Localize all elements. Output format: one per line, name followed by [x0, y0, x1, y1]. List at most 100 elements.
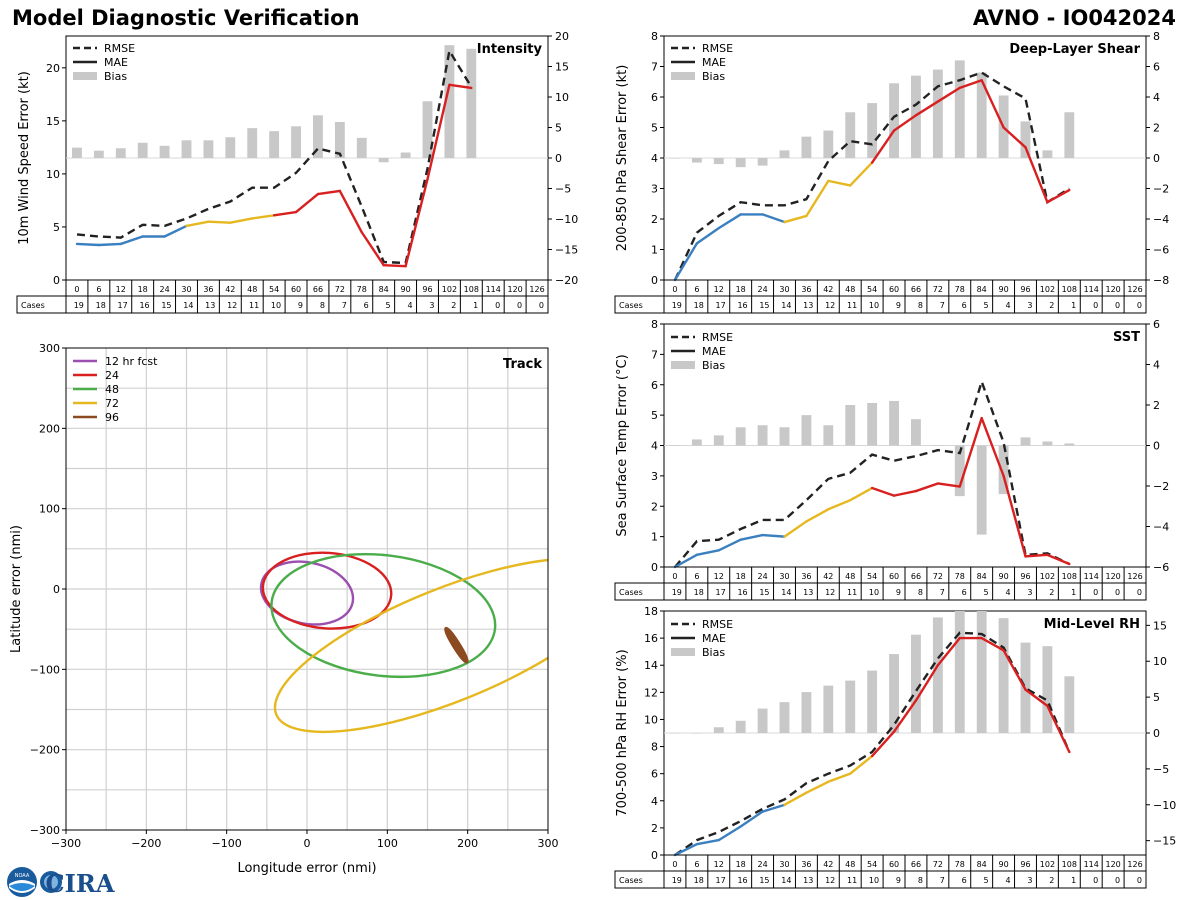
deep-layer-shear-mae-segment — [980, 79, 1005, 129]
mid-level-rh-legend-bias: Bias — [702, 646, 725, 659]
intensity-hour-label: 126 — [529, 285, 544, 294]
deep-layer-shear-hour-label: 108 — [1062, 285, 1077, 294]
intensity-y2tick-label: 5 — [555, 122, 562, 135]
mid-level-rh-hour-label: 102 — [1040, 860, 1055, 869]
deep-layer-shear-case-count: 9 — [896, 301, 901, 310]
intensity-case-count: 1 — [473, 301, 478, 310]
deep-layer-shear-ytick-label: 4 — [651, 152, 658, 165]
mid-level-rh-hour-label: 90 — [998, 860, 1008, 869]
sst-ytick-label: 1 — [651, 531, 658, 544]
sst-y2tick-label: 6 — [1153, 318, 1160, 331]
sst-case-count: 15 — [759, 588, 769, 597]
deep-layer-shear-hour-label: 120 — [1105, 285, 1120, 294]
deep-layer-shear-bias-bar — [691, 158, 702, 163]
sst-mae-segment — [673, 553, 699, 569]
sst-mae-segment — [936, 482, 961, 488]
deep-layer-shear-case-count: 5 — [984, 301, 989, 310]
intensity-case-count: 16 — [139, 301, 149, 310]
intensity-ytick-label: 10 — [46, 168, 60, 181]
intensity-ytick-label: 5 — [53, 221, 60, 234]
intensity-case-count: 8 — [320, 301, 325, 310]
intensity-hour-label: 48 — [247, 285, 257, 294]
sst-case-count: 7 — [940, 588, 945, 597]
sst-bias-bar — [1020, 437, 1031, 446]
intensity-bias-bar — [269, 131, 280, 158]
deep-layer-shear-bias-bar — [1020, 121, 1031, 158]
mid-level-rh-case-count: 9 — [896, 876, 901, 885]
mid-level-rh-hour-label: 6 — [694, 860, 699, 869]
deep-layer-shear-ytick-label: 2 — [651, 213, 658, 226]
intensity-hour-label: 6 — [96, 285, 101, 294]
mid-level-rh-hour-label: 0 — [672, 860, 677, 869]
intensity-case-count: 2 — [451, 301, 456, 310]
deep-layer-shear-hour-label: 126 — [1127, 285, 1142, 294]
mid-level-rh-mae-segment — [892, 699, 918, 733]
intensity-ytick-label: 15 — [46, 115, 60, 128]
mid-level-rh-bias-bar — [845, 680, 856, 733]
sst-bias-bar — [998, 445, 1009, 495]
sst-hour-label: 108 — [1062, 572, 1077, 581]
mid-level-rh-case-count: 19 — [672, 876, 682, 885]
intensity-bias-bar — [356, 137, 367, 158]
mid-level-rh-case-count: 4 — [1005, 876, 1010, 885]
mid-level-rh-bias-bar — [911, 634, 921, 733]
deep-layer-shear-y2tick-label: 8 — [1153, 30, 1160, 43]
track-xtick-label: 100 — [377, 837, 398, 850]
intensity-mae-segment — [119, 235, 144, 246]
mid-level-rh-ytick-label: 4 — [651, 795, 658, 808]
sst-hour-label: 12 — [714, 572, 724, 581]
mid-level-rh-case-count: 16 — [737, 876, 747, 885]
sst-case-count: 0 — [1093, 588, 1098, 597]
mid-level-rh-hour-label: 72 — [933, 860, 943, 869]
intensity-mae-segment — [448, 83, 473, 90]
sst-hour-label: 72 — [933, 572, 943, 581]
mid-level-rh-mae-segment — [1024, 688, 1049, 708]
sst-mae-segment — [805, 508, 830, 523]
sst-ytick-label: 7 — [651, 348, 658, 361]
deep-layer-shear-bias-bar — [889, 83, 899, 158]
mid-level-rh-bias-bar — [801, 692, 812, 733]
deep-layer-shear-case-count: 0 — [1137, 301, 1142, 310]
track-legend-label: 72 — [105, 397, 119, 410]
mid-level-rh-mae-segment — [717, 825, 742, 842]
intensity-case-count: 5 — [386, 301, 391, 310]
intensity-case-count: 15 — [161, 301, 171, 310]
sst-bias-bar — [889, 400, 899, 446]
deep-layer-shear-hour-label: 66 — [911, 285, 921, 294]
sst-mae-segment — [1024, 553, 1049, 558]
intensity-y2tick-label: −15 — [555, 244, 578, 257]
sst-case-count: 11 — [847, 588, 857, 597]
sst-y2tick-label: −2 — [1153, 480, 1169, 493]
intensity-hour-label: 90 — [400, 285, 410, 294]
intensity-mae-segment — [294, 192, 320, 214]
sst-case-count: 4 — [1005, 588, 1010, 597]
intensity-bias-bar — [115, 148, 126, 158]
sst-bias-bar — [823, 425, 834, 446]
intensity-bias-bar — [378, 158, 389, 163]
sst-hour-label: 114 — [1084, 572, 1099, 581]
mid-level-rh-hour-label: 36 — [801, 860, 811, 869]
deep-layer-shear-case-count: 13 — [803, 301, 813, 310]
deep-layer-shear-mae-segment — [673, 242, 699, 282]
mid-level-rh-hour-label: 60 — [889, 860, 899, 869]
deep-layer-shear-mae-segment — [1002, 126, 1027, 149]
mid-level-rh-hour-label: 126 — [1127, 860, 1142, 869]
deep-layer-shear-hour-label: 60 — [889, 285, 899, 294]
sst-bias-bar — [911, 419, 921, 446]
deep-layer-shear-case-count: 18 — [694, 301, 704, 310]
track-xtick-label: −200 — [131, 837, 161, 850]
mid-level-rh-bias-bar — [757, 708, 768, 733]
intensity-hour-label: 12 — [116, 285, 126, 294]
deep-layer-shear-case-count: 4 — [1005, 301, 1010, 310]
deep-layer-shear-ytick-label: 6 — [651, 91, 658, 104]
sst-hour-label: 102 — [1040, 572, 1055, 581]
track-ytick-label: 200 — [39, 422, 60, 435]
mid-level-rh-hour-label: 114 — [1084, 860, 1099, 869]
sst-ytick-label: 5 — [651, 409, 658, 422]
track-ellipse-72 — [273, 557, 548, 734]
sst-hour-label: 96 — [1020, 572, 1030, 581]
intensity-hour-label: 78 — [357, 285, 367, 294]
track-xtick-label: −300 — [51, 837, 81, 850]
